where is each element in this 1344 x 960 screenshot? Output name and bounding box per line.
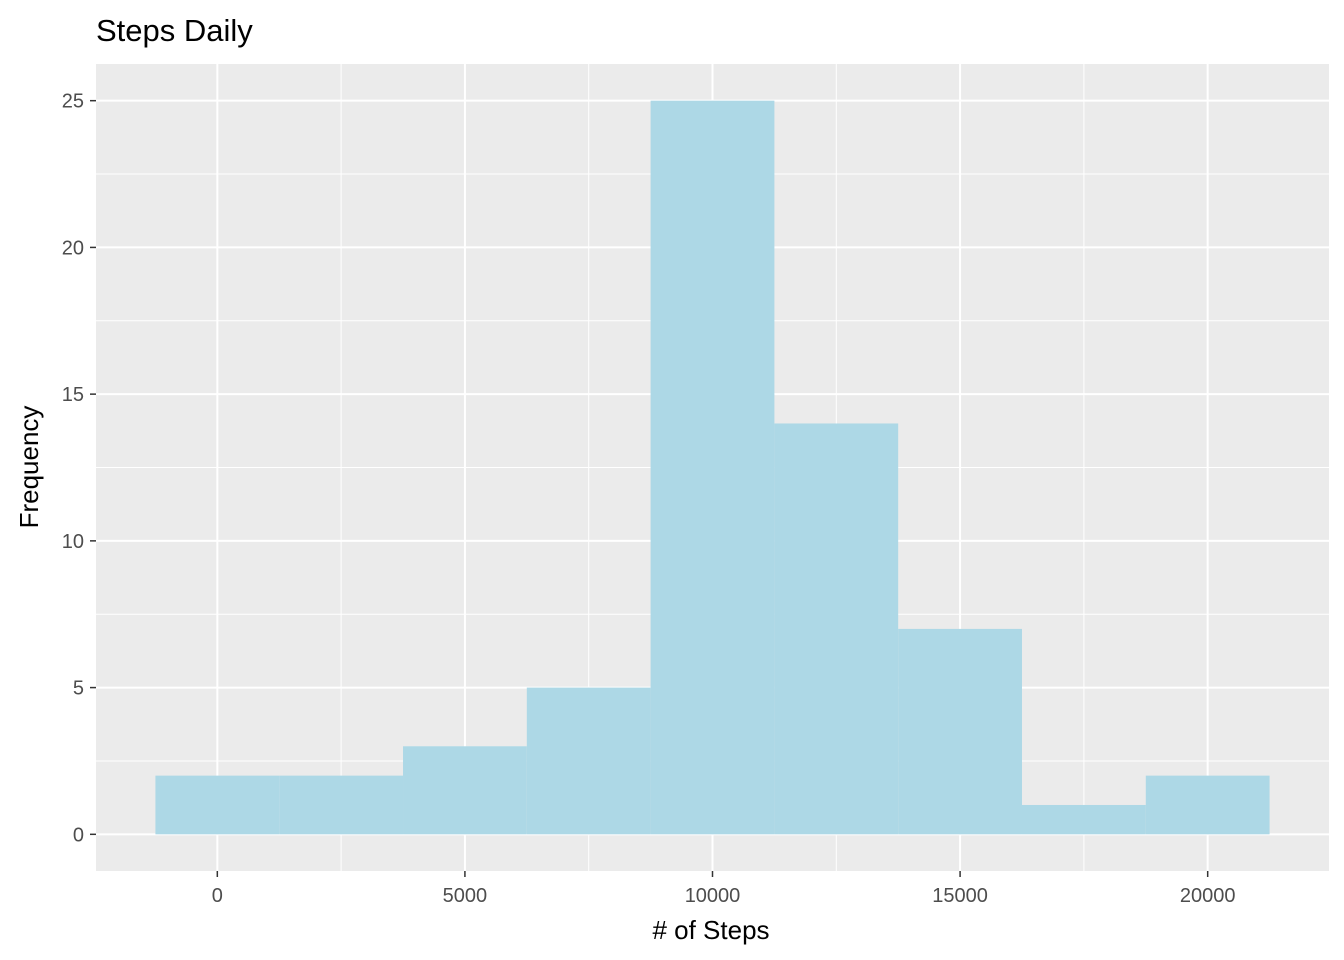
y-tick-label: 0 bbox=[73, 824, 84, 846]
y-tick-label: 10 bbox=[62, 531, 84, 553]
y-tick-label: 25 bbox=[62, 91, 84, 113]
histogram-bar-4 bbox=[650, 100, 775, 835]
histogram-bar-3 bbox=[526, 687, 651, 835]
y-axis-title: Frequency bbox=[14, 406, 44, 529]
histogram-bar-2 bbox=[403, 746, 527, 835]
x-tick-label: 20000 bbox=[1180, 885, 1236, 907]
histogram-bar-1 bbox=[279, 775, 404, 835]
x-tick-label: 5000 bbox=[443, 885, 488, 907]
chart-title: Steps Daily bbox=[96, 13, 253, 48]
y-tick-label: 5 bbox=[73, 678, 84, 700]
y-tick-label: 20 bbox=[62, 237, 84, 259]
x-tick-label: 0 bbox=[212, 885, 223, 907]
x-axis-ticks: 0 5000 10000 15000 20000 bbox=[212, 871, 1236, 907]
histogram-bar-5 bbox=[774, 423, 899, 835]
bars bbox=[155, 100, 1270, 835]
y-axis-ticks: 0 5 10 15 20 25 bbox=[62, 91, 96, 846]
y-tick-label: 15 bbox=[62, 384, 84, 406]
x-tick-label: 15000 bbox=[932, 885, 988, 907]
histogram-bar-6 bbox=[898, 628, 1022, 835]
histogram-bar-0 bbox=[155, 775, 280, 835]
x-tick-label: 10000 bbox=[685, 885, 741, 907]
histogram-bar-7 bbox=[1021, 804, 1146, 835]
histogram-bar-8 bbox=[1145, 775, 1270, 835]
x-axis-title: # of Steps bbox=[652, 915, 769, 945]
